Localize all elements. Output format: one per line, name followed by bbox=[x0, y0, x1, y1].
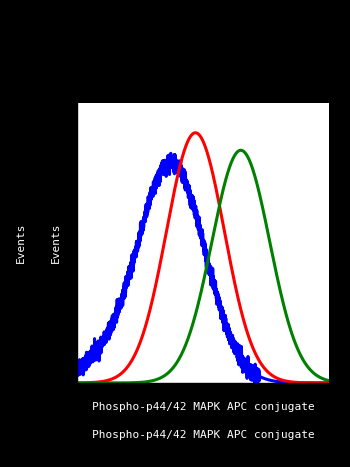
Y-axis label: Events: Events bbox=[51, 223, 61, 263]
X-axis label: Phospho-p44/42 MAPK APC conjugate: Phospho-p44/42 MAPK APC conjugate bbox=[92, 402, 314, 412]
Text: Phospho-p44/42 MAPK APC conjugate: Phospho-p44/42 MAPK APC conjugate bbox=[92, 430, 314, 439]
Text: Events: Events bbox=[16, 223, 26, 263]
